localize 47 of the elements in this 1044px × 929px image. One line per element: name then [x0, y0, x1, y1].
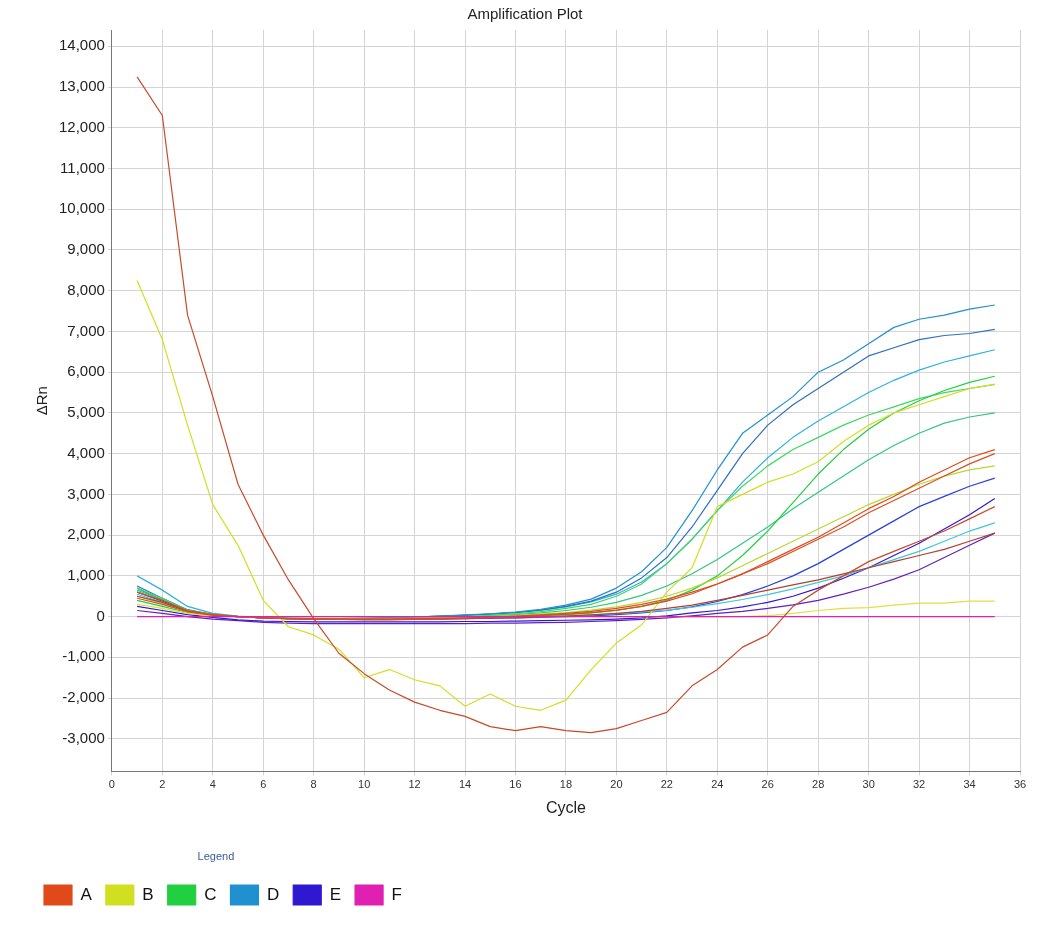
x-tick-label: 8: [310, 778, 317, 791]
x-tick-label: 10: [358, 778, 371, 791]
x-tick-label: 18: [559, 778, 573, 791]
x-tick-label: 36: [1013, 778, 1027, 791]
y-tick-label: 9,000: [67, 240, 105, 258]
x-tick-label: 12: [408, 778, 421, 791]
x-tick-label: 24: [711, 778, 724, 791]
y-tick-label: 14,000: [58, 36, 105, 54]
chart-title: Amplification Plot: [467, 5, 584, 23]
x-tick-label: 28: [812, 778, 825, 791]
legend-label: E: [329, 884, 342, 904]
x-tick-label: 0: [108, 778, 115, 791]
y-tick-label: 10,000: [58, 199, 105, 217]
y-axis-title: ΔRn: [33, 386, 51, 416]
x-tick-label: 34: [963, 778, 976, 791]
y-tick-label: -2,000: [62, 688, 105, 706]
y-tick-label: 12,000: [58, 117, 105, 135]
x-tick-label: 6: [260, 778, 267, 791]
x-tick-label: 22: [660, 778, 673, 791]
y-tick-label: 3,000: [67, 484, 105, 502]
y-tick-label: 13,000: [58, 77, 105, 95]
x-tick-label: 20: [610, 778, 623, 791]
y-tick-label: 5,000: [67, 403, 105, 421]
y-tick-label: 7,000: [67, 321, 105, 339]
y-tick-label: 4,000: [67, 443, 105, 461]
legend-label: A: [80, 884, 93, 904]
legend-title: Legend: [197, 850, 235, 863]
y-tick-label: 8,000: [67, 280, 105, 298]
x-tick-label: 16: [509, 778, 522, 791]
y-tick-label: 11,000: [60, 158, 105, 176]
y-tick-label: -3,000: [62, 728, 105, 746]
x-tick-label: 32: [912, 778, 926, 791]
x-tick-label: 14: [458, 778, 472, 791]
y-tick-label: 6,000: [67, 362, 105, 380]
y-tick-label: 0: [96, 606, 105, 624]
y-tick-label: -1,000: [62, 647, 105, 665]
legend-label: B: [142, 884, 154, 904]
y-tick-label: 2,000: [67, 525, 105, 543]
legend-label: F: [391, 884, 402, 904]
x-tick-label: 2: [159, 778, 166, 791]
legend-label: C: [204, 884, 217, 904]
y-tick-label: 1,000: [67, 566, 105, 584]
legend-label: D: [266, 884, 280, 904]
x-tick-label: 26: [761, 778, 774, 791]
x-tick-label: 4: [209, 778, 216, 791]
x-tick-label: 30: [862, 778, 875, 791]
x-axis-title: Cycle: [545, 798, 587, 816]
